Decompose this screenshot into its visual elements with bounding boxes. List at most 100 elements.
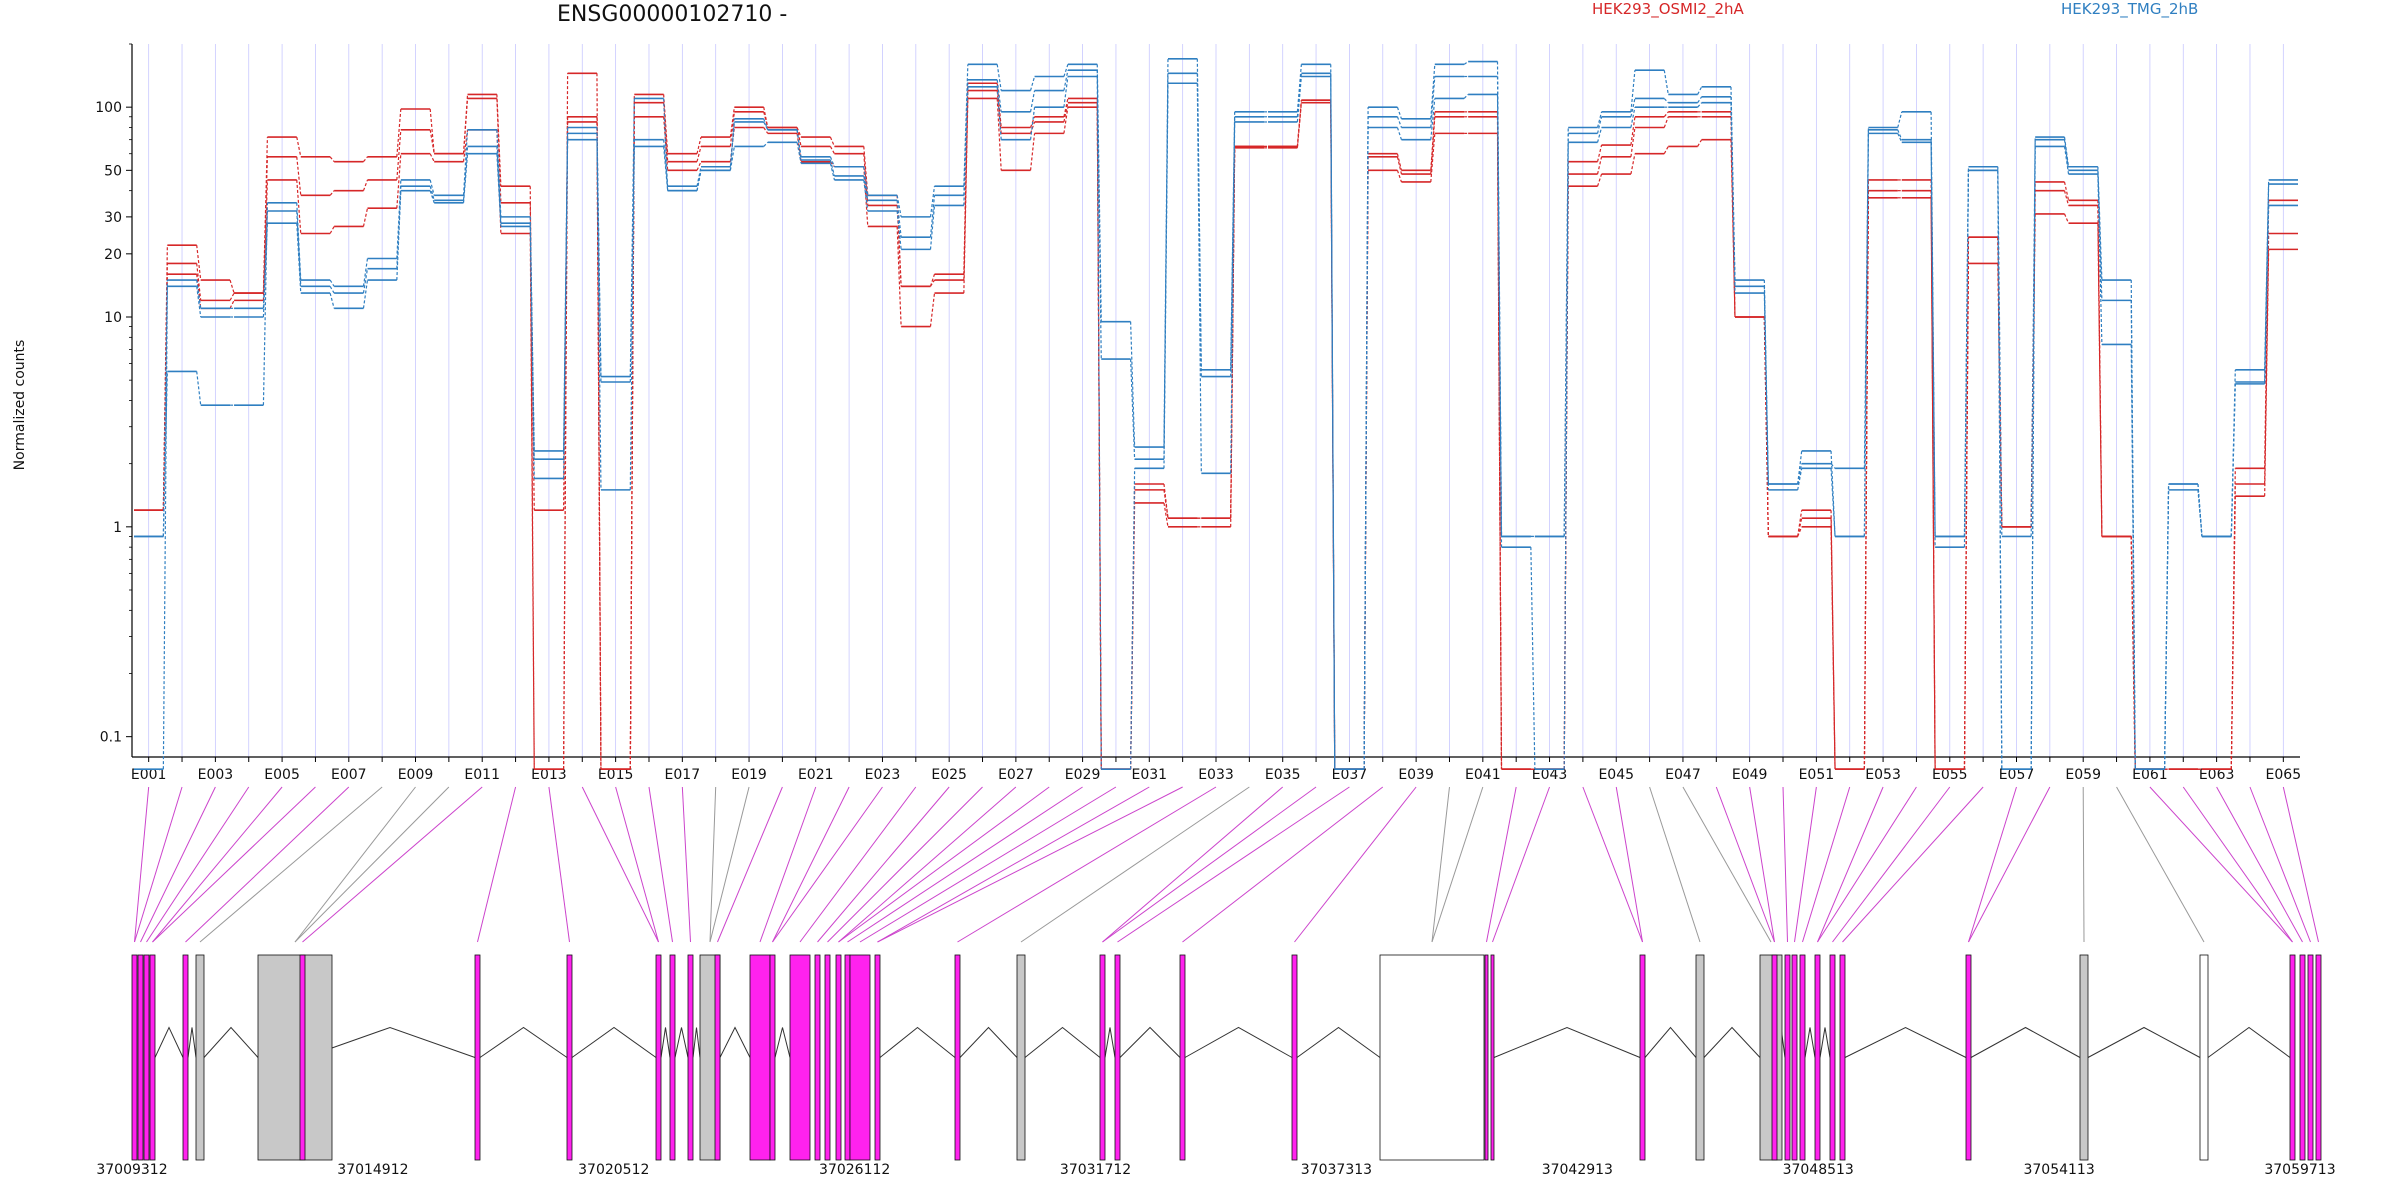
connector bbox=[362, 208, 369, 227]
connector bbox=[1463, 61, 1469, 65]
exon-box bbox=[1791, 954, 1798, 1161]
connector bbox=[429, 190, 435, 204]
mapping-line bbox=[1817, 786, 1917, 943]
intron-line bbox=[304, 1026, 476, 1058]
connector bbox=[763, 118, 769, 131]
connector bbox=[162, 280, 168, 537]
connector bbox=[1930, 197, 1936, 770]
connector bbox=[496, 98, 502, 203]
connector bbox=[896, 205, 902, 287]
x-tick-label: E057 bbox=[1999, 767, 2035, 783]
coordinate-label: 37048513 bbox=[1783, 1162, 1854, 1178]
exon-box bbox=[1291, 954, 1298, 1161]
mapping-line bbox=[827, 786, 983, 943]
mapping-line bbox=[1832, 786, 1951, 943]
connector bbox=[1496, 94, 1503, 548]
connector bbox=[362, 179, 369, 191]
connector bbox=[2063, 190, 2070, 206]
mapping-line bbox=[1817, 786, 1884, 943]
mapping-line bbox=[2249, 786, 2311, 943]
connector bbox=[1029, 107, 1036, 140]
legend-entry-condition-b: HEK293_TMG_2hB bbox=[2061, 0, 2199, 18]
connector bbox=[763, 111, 769, 128]
connector bbox=[396, 129, 402, 180]
exon-box bbox=[874, 954, 881, 1161]
mapping-line bbox=[838, 786, 1017, 943]
exon-mapping-lines bbox=[134, 786, 2319, 943]
connector bbox=[329, 156, 335, 163]
connector bbox=[329, 190, 335, 196]
connector bbox=[1396, 170, 1403, 183]
x-tick-label: E037 bbox=[1332, 767, 1368, 783]
intron-line bbox=[674, 1027, 689, 1058]
connector bbox=[1830, 468, 1836, 537]
connector bbox=[929, 279, 935, 287]
connector bbox=[1963, 263, 1970, 770]
connector bbox=[296, 223, 302, 294]
connector bbox=[1029, 90, 1036, 112]
x-tick-label: E007 bbox=[331, 767, 367, 783]
mapping-line bbox=[134, 786, 150, 943]
exon-box bbox=[1784, 954, 1791, 1161]
connector bbox=[1596, 127, 1603, 143]
connector bbox=[329, 286, 335, 294]
exon-box bbox=[182, 954, 189, 1161]
connector bbox=[829, 136, 835, 147]
connector bbox=[1396, 156, 1403, 175]
connector bbox=[1997, 166, 2003, 537]
connector bbox=[329, 279, 335, 287]
connector bbox=[1930, 142, 1936, 548]
mapping-line bbox=[877, 786, 1183, 943]
mapping-line bbox=[1968, 786, 2051, 943]
intron-line bbox=[879, 1026, 956, 1058]
exon-box bbox=[1114, 954, 1121, 1161]
exon-box bbox=[2199, 954, 2209, 1161]
connector bbox=[229, 300, 235, 309]
mapping-line bbox=[2082, 786, 2085, 943]
x-tick-label: E059 bbox=[2065, 767, 2101, 783]
connector bbox=[1630, 153, 1636, 175]
connector bbox=[829, 159, 836, 177]
connector bbox=[829, 146, 835, 155]
exon-box bbox=[149, 954, 156, 1161]
intron-line bbox=[154, 1026, 184, 1058]
connector bbox=[1496, 116, 1503, 770]
x-tick-label: E055 bbox=[1932, 767, 1968, 783]
connector bbox=[929, 186, 936, 217]
connector bbox=[196, 286, 202, 318]
mapping-line bbox=[838, 786, 1050, 943]
connector bbox=[1063, 70, 1069, 91]
connector bbox=[2230, 496, 2236, 770]
x-tick-label: E035 bbox=[1265, 767, 1301, 783]
connector bbox=[1430, 76, 1436, 128]
connector bbox=[529, 223, 535, 460]
coordinate-label: 37014912 bbox=[337, 1162, 408, 1178]
mapping-line bbox=[199, 786, 383, 943]
mapping-line bbox=[859, 786, 1117, 943]
x-tick-label: E031 bbox=[1132, 767, 1168, 783]
x-tick-label: E029 bbox=[1065, 767, 1101, 783]
connector bbox=[262, 179, 269, 301]
intron-line bbox=[1804, 1027, 1816, 1058]
connector bbox=[2030, 146, 2036, 770]
x-tick-label: E003 bbox=[198, 767, 234, 783]
connector bbox=[429, 153, 435, 162]
connector bbox=[1063, 107, 1069, 134]
connector bbox=[1230, 121, 1236, 474]
connector bbox=[229, 292, 235, 301]
exon-box bbox=[669, 954, 676, 1161]
connector bbox=[1663, 111, 1669, 118]
connector bbox=[929, 205, 936, 250]
connector bbox=[2130, 344, 2136, 770]
exon-box bbox=[2315, 954, 2322, 1161]
mapping-line bbox=[1102, 786, 1317, 943]
connector bbox=[1863, 197, 1870, 770]
exon-box bbox=[849, 954, 871, 1161]
connector bbox=[396, 108, 402, 157]
connector bbox=[1396, 153, 1403, 171]
mapping-line bbox=[1842, 786, 1984, 943]
connector bbox=[1697, 139, 1703, 147]
connector bbox=[796, 129, 802, 161]
connector bbox=[1396, 106, 1403, 120]
connector bbox=[1430, 98, 1436, 140]
